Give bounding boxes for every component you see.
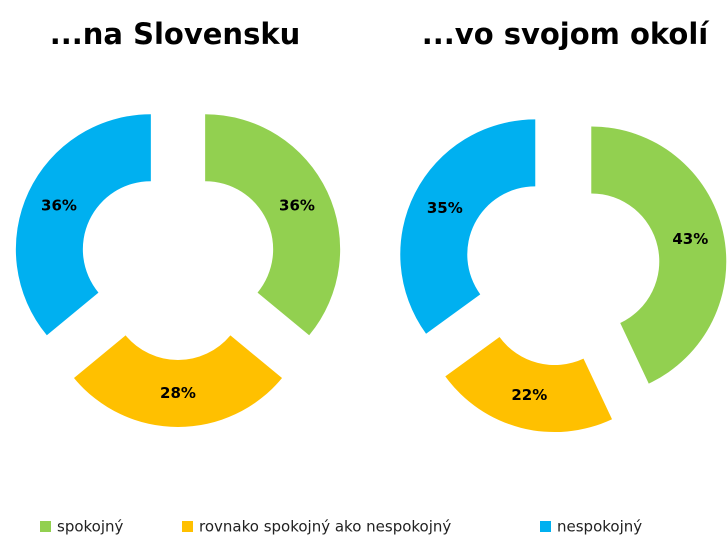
data-label: 35% — [427, 199, 463, 217]
data-label: 36% — [41, 197, 77, 215]
legend-swatch — [182, 521, 193, 532]
donut-segment — [205, 114, 341, 336]
legend-swatch — [40, 521, 51, 532]
data-label: 22% — [511, 386, 547, 404]
legend-label: spokojný — [57, 518, 124, 536]
legend-label: rovnako spokojný ako nespokojný — [199, 518, 451, 536]
legend-swatch — [540, 521, 551, 532]
chart-title: ...vo svojom okolí — [422, 17, 711, 51]
donut-segment — [591, 126, 727, 384]
donut-segment — [400, 119, 536, 334]
donut-segment — [15, 114, 151, 336]
data-label: 36% — [279, 197, 315, 215]
data-label: 43% — [672, 230, 708, 248]
chart-title: ...na Slovensku — [50, 17, 301, 51]
donut-segment — [73, 335, 283, 427]
data-label: 28% — [160, 384, 196, 402]
legend-label: nespokojný — [557, 518, 642, 536]
donut-segment — [445, 337, 613, 433]
